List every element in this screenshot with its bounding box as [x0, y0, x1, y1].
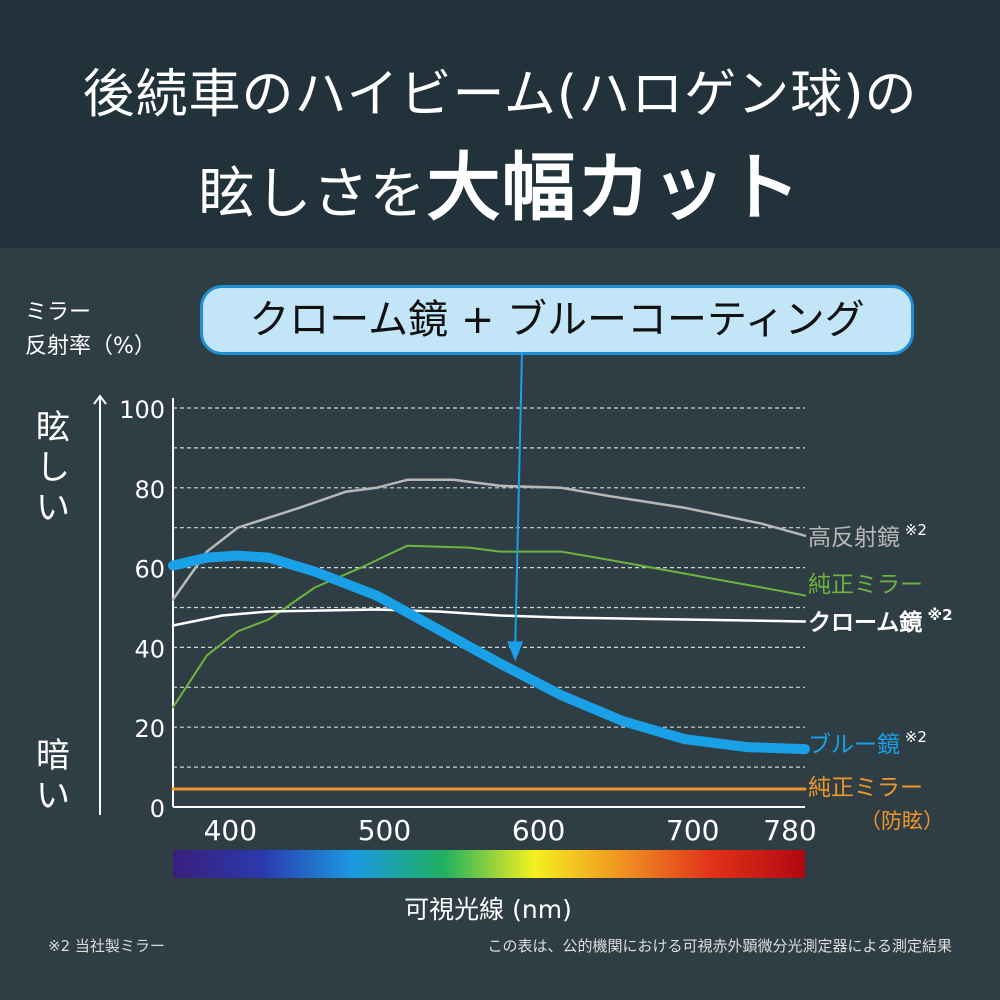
series-label: 純正ミラー: [808, 775, 923, 801]
y-tick-label: 40: [134, 635, 165, 663]
callout-arrow: [514, 351, 523, 646]
series-sublabel: （防眩）: [860, 809, 944, 833]
title-line-2: 眩しさを大幅カット: [0, 128, 1000, 235]
callout-box: クローム鏡 + ブルーコーティング: [200, 285, 914, 355]
spectrum-bar: [173, 850, 805, 878]
series-label: クローム鏡 ※2: [808, 606, 953, 636]
x-tick-label: 700: [666, 814, 719, 847]
title-band: [0, 0, 1000, 248]
y-axis-label: ミラー 反射率（%）: [25, 300, 156, 359]
series-line: [172, 544, 806, 709]
side-label-dark: 暗い: [36, 736, 70, 816]
side-label-bright: 眩しい: [36, 408, 70, 528]
title-prefix: 眩しさを: [198, 162, 427, 227]
arrow-head-icon: [507, 641, 524, 662]
series-label: ブルー鏡 ※2: [808, 728, 927, 758]
y-tick-label: 100: [119, 396, 165, 424]
x-axis-label: 可視光線 (nm): [404, 895, 572, 924]
series-line: [168, 550, 810, 755]
x-tick-label: 500: [358, 814, 411, 847]
series-label: 純正ミラー: [808, 572, 923, 598]
series-line: [171, 478, 807, 601]
y-bracket-icon: [93, 394, 107, 815]
y-tick-label: 80: [134, 476, 165, 504]
footnote-right: この表は、公的機関における可視赤外顕微分光測定器による測定結果: [487, 937, 952, 955]
footnote-left: ※2 当社製ミラー: [48, 937, 165, 955]
y-tick-label: 0: [150, 795, 165, 823]
title-line-1: 後続車のハイビーム(ハロゲン球)の: [82, 65, 918, 125]
x-tick-label: 600: [512, 814, 565, 847]
x-tick-label: 400: [204, 814, 257, 847]
y-tick-label: 20: [134, 715, 165, 743]
series-line: [171, 608, 807, 627]
series-label: 高反射鏡 ※2: [808, 521, 927, 551]
y-tick-label: 60: [134, 556, 165, 584]
title-emphasis: 大幅カット: [426, 145, 802, 231]
x-tick-label: 780: [763, 814, 816, 847]
